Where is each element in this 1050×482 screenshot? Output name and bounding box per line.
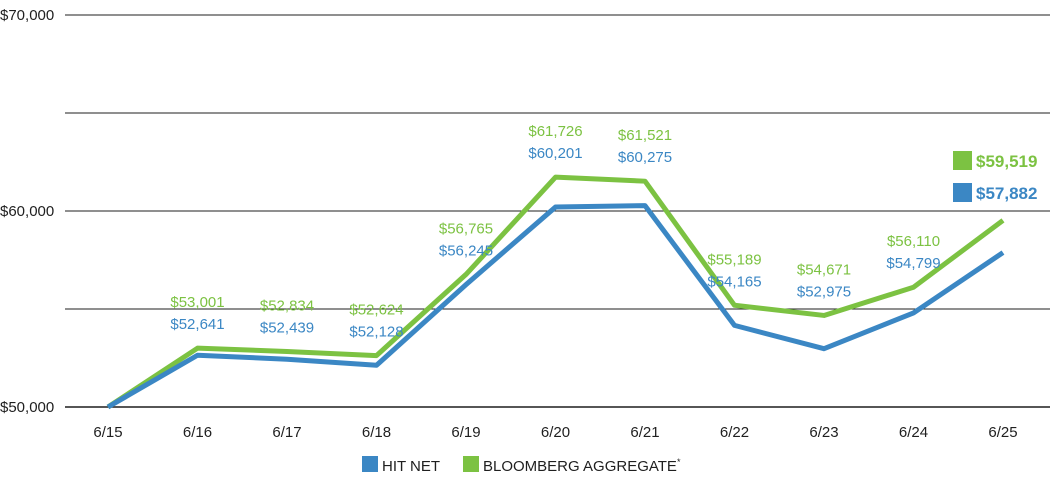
end-value-swatch xyxy=(953,151,972,170)
data-label-hit-net: $54,799 xyxy=(886,255,940,272)
x-tick-label: 6/25 xyxy=(988,424,1017,441)
x-tick-label: 6/24 xyxy=(899,424,928,441)
x-tick-label: 6/23 xyxy=(809,424,838,441)
x-tick-label: 6/17 xyxy=(272,424,301,441)
end-value-label: $57,882 xyxy=(976,184,1037,203)
legend: HIT NET BLOOMBERG AGGREGATE* xyxy=(362,456,681,475)
data-label-hit-net: $52,641 xyxy=(170,316,224,333)
grid-layer xyxy=(65,14,1050,408)
series-lines xyxy=(106,174,1005,410)
data-label-bloomberg: $52,834 xyxy=(260,297,314,314)
data-label-bloomberg: $53,001 xyxy=(170,294,224,311)
end-value-markers: $59,519 $57,882 xyxy=(953,151,1037,203)
legend-label: HIT NET xyxy=(382,458,440,475)
data-label-hit-net: $56,245 xyxy=(439,242,493,259)
data-label-bloomberg: $56,765 xyxy=(439,220,493,237)
data-label-hit-net: $54,165 xyxy=(707,273,761,290)
end-value-label: $59,519 xyxy=(976,152,1037,171)
y-tick-label: $60,000 xyxy=(0,203,54,220)
data-label-hit-net: $52,439 xyxy=(260,319,314,336)
x-tick-label: 6/20 xyxy=(541,424,570,441)
x-tick-label: 6/22 xyxy=(720,424,749,441)
x-tick-label: 6/19 xyxy=(451,424,480,441)
series-line-bloomberg-aggregate xyxy=(106,174,1005,410)
x-tick-label: 6/15 xyxy=(93,424,122,441)
data-label-bloomberg: $52,624 xyxy=(349,302,403,319)
x-tick-label: 6/16 xyxy=(183,424,212,441)
y-tick-label: $50,000 xyxy=(0,399,54,416)
legend-label: BLOOMBERG AGGREGATE* xyxy=(483,457,681,475)
data-label-bloomberg: $61,726 xyxy=(528,123,582,140)
end-value-swatch xyxy=(953,183,972,202)
data-label-bloomberg: $56,110 xyxy=(887,233,940,250)
data-label-bloomberg: $61,521 xyxy=(618,127,672,144)
data-labels: $53,001 $52,641 $52,834 $52,439 $52,624 $52,1… xyxy=(170,123,940,340)
data-label-bloomberg: $55,189 xyxy=(707,251,761,268)
legend-swatch xyxy=(463,456,479,472)
data-label-hit-net: $52,128 xyxy=(349,324,403,341)
data-label-hit-net: $52,975 xyxy=(797,283,851,300)
series-line-hit-net xyxy=(106,203,1005,410)
x-axis-ticks: 6/15 6/16 6/17 6/18 6/19 6/20 6/21 6/22 6/23 6/24… xyxy=(93,424,1017,441)
x-tick-label: 6/18 xyxy=(362,424,391,441)
legend-swatch xyxy=(362,456,378,472)
data-label-hit-net: $60,275 xyxy=(618,149,672,166)
y-axis-ticks: $50,000 $60,000 $70,000 xyxy=(0,7,54,416)
x-tick-label: 6/21 xyxy=(630,424,659,441)
data-label-hit-net: $60,201 xyxy=(528,145,582,162)
y-tick-label: $70,000 xyxy=(0,7,54,24)
data-label-bloomberg: $54,671 xyxy=(797,261,851,278)
